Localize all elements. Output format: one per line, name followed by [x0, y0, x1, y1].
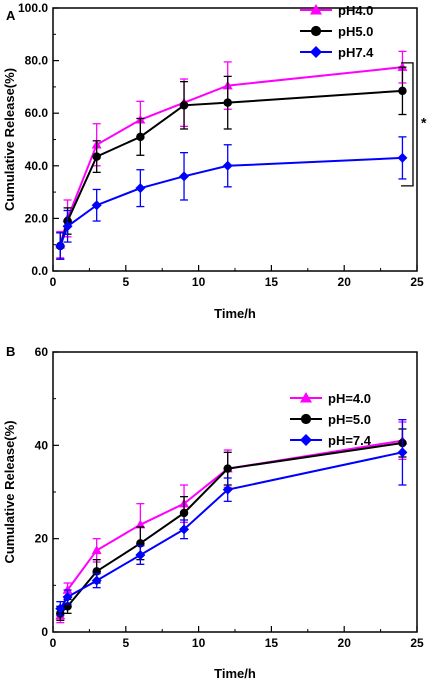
y-tick-label: 100.0	[18, 1, 48, 15]
bracket-line	[401, 62, 414, 187]
chart-panel-b: B 0 20 40 60 0 5 10 15 20 25 Time/h Cumulative Relea…	[2, 344, 424, 681]
data-point	[135, 183, 146, 194]
x-axis-label: Time/h	[214, 306, 256, 321]
x-tick-label: 10	[192, 636, 206, 650]
x-tick-label: 0	[50, 636, 57, 650]
legend-entry: pH4.0	[300, 3, 373, 18]
panel-label: A	[6, 8, 16, 23]
data-point	[135, 519, 146, 529]
series-ph-5-0	[56, 428, 407, 621]
x-tick-label: 25	[410, 275, 424, 289]
series-ph-7-4	[55, 419, 408, 617]
data-point	[55, 241, 66, 252]
legend-marker	[300, 413, 312, 425]
data-point	[135, 550, 146, 560]
data-point	[397, 152, 408, 163]
legend-entry: pH=5.0	[290, 412, 371, 427]
legend-marker	[310, 46, 322, 58]
data-point	[62, 221, 73, 232]
legend-marker	[310, 4, 322, 15]
series-line	[59, 451, 403, 610]
y-tick-label: 60.0	[25, 106, 49, 120]
x-tick-label: 15	[265, 275, 279, 289]
legend-label: pH4.0	[338, 3, 373, 18]
data-point	[179, 101, 189, 110]
data-point	[62, 592, 73, 602]
data-point	[222, 484, 233, 495]
panel-label: B	[6, 344, 15, 359]
legend-label: pH=4.0	[328, 391, 371, 406]
chart-panel-a: A 0.0 20.0 40.0 60.0 80.0 100.0 0 5 10 15 20 25 Time/…	[2, 1, 427, 321]
legend-entry: pH=7.4	[290, 433, 372, 448]
series-ph4-0	[55, 50, 408, 259]
y-tick-label: 0.0	[31, 264, 48, 278]
legend-marker	[310, 25, 322, 37]
y-tick-label: 40.0	[25, 159, 49, 173]
data-point	[398, 86, 407, 96]
x-tick-label: 20	[338, 275, 352, 289]
y-tick-label: 20.0	[25, 211, 49, 225]
y-tick-label: 0	[41, 625, 48, 639]
x-tick-label: 25	[410, 636, 424, 650]
data-point	[91, 575, 102, 586]
data-point	[91, 200, 102, 211]
y-tick-label: 80.0	[25, 54, 49, 68]
legend-label: pH5.0	[338, 24, 373, 39]
x-tick-label: 5	[122, 636, 129, 650]
data-point	[222, 160, 233, 171]
y-tick-label: 40	[35, 438, 49, 452]
y-axis-label: Cumulative Release(%)	[2, 68, 17, 211]
y-tick-label: 60	[35, 345, 49, 359]
series-line	[59, 156, 403, 247]
series-ph5-0	[56, 66, 407, 260]
legend-label: pH7.4	[338, 45, 374, 60]
x-tick-label: 20	[338, 636, 352, 650]
data-point	[179, 524, 190, 535]
data-point	[92, 152, 101, 161]
x-axis-label: Time/h	[214, 666, 256, 681]
legend-entry: pH5.0	[300, 24, 373, 39]
legend-entry: pH=4.0	[290, 391, 371, 406]
data-point	[223, 464, 232, 473]
series-line	[59, 89, 403, 247]
x-tick-label: 5	[122, 275, 129, 289]
legend-marker	[300, 392, 312, 403]
data-point	[223, 98, 232, 107]
legend-label: pH=5.0	[328, 412, 371, 427]
x-tick-label: 15	[265, 636, 279, 650]
y-axis-label: Cumulative Release(%)	[2, 420, 17, 563]
significance-star: *	[421, 114, 427, 130]
data-point	[179, 171, 190, 182]
legend-entry: pH7.4	[300, 45, 374, 60]
data-point	[136, 132, 145, 142]
significance-bracket: *	[401, 62, 427, 187]
x-tick-label: 10	[192, 275, 206, 289]
x-tick-label: 0	[50, 275, 57, 289]
legend-label: pH=7.4	[328, 433, 372, 448]
data-point	[179, 508, 189, 518]
y-tick-label: 20	[35, 532, 49, 546]
legend-marker	[300, 434, 312, 446]
series-ph7-4	[55, 136, 408, 260]
data-point	[91, 545, 102, 555]
data-point	[397, 447, 408, 458]
data-point	[55, 603, 66, 614]
